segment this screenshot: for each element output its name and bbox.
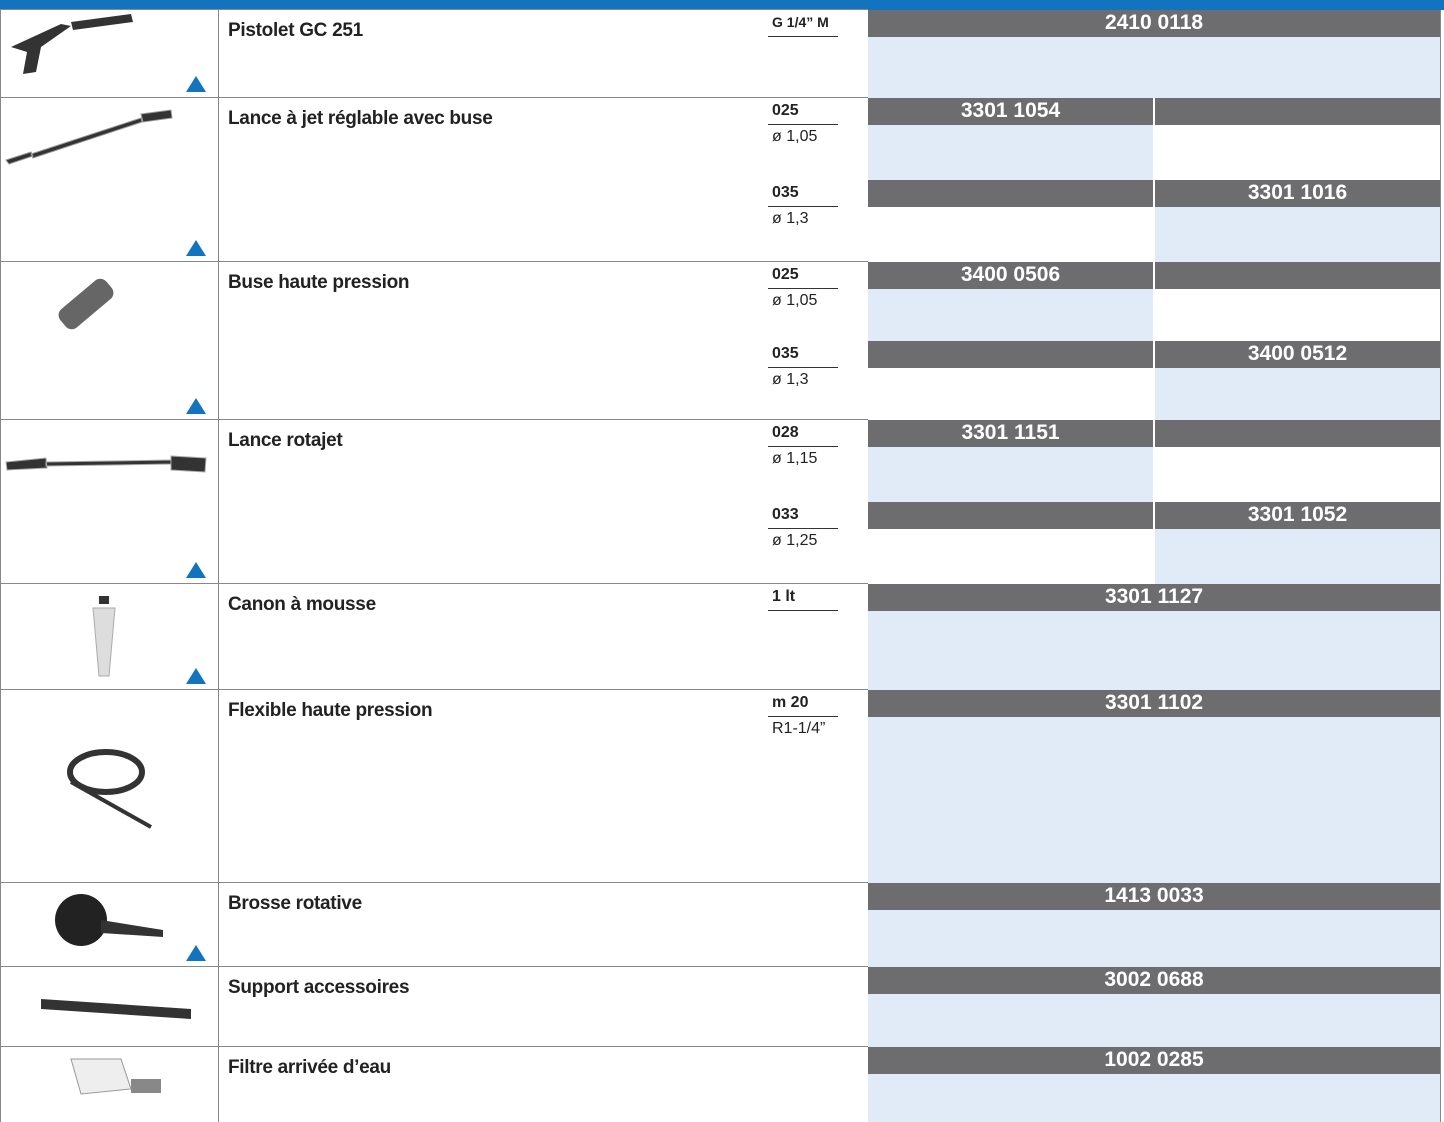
row-border	[0, 9, 868, 10]
code: 3301 1054	[960, 99, 1061, 122]
row-border	[0, 689, 868, 690]
spec-underline	[768, 528, 838, 529]
spec: 033	[772, 506, 799, 523]
row-border	[0, 97, 868, 98]
code: 3301 1016	[1247, 181, 1348, 204]
code-fill	[1155, 529, 1440, 584]
row-border	[0, 261, 868, 262]
code-fill	[868, 717, 1440, 883]
spec-underline	[768, 610, 838, 611]
code-fill	[868, 1074, 1440, 1122]
code: 3400 0512	[1247, 342, 1348, 365]
left-border	[0, 10, 1, 1122]
marker-triangle	[186, 240, 206, 256]
product-name: Support accessoires	[228, 977, 410, 998]
code-fill	[868, 994, 1440, 1047]
product-image	[11, 14, 133, 74]
spec-detail: R1-1/4”	[772, 720, 826, 737]
code-fill	[868, 910, 1440, 967]
product-name: Pistolet GC 251	[228, 20, 363, 41]
spec-underline	[768, 367, 838, 368]
right-border	[1440, 10, 1441, 1122]
product-name: Buse haute pression	[228, 272, 410, 293]
marker-triangle	[186, 562, 206, 578]
code-fill	[1155, 207, 1440, 262]
product-image	[67, 749, 152, 829]
row-border	[0, 1046, 868, 1047]
code-divider	[1153, 502, 1155, 529]
product-name: Flexible haute pression	[228, 700, 433, 721]
product-name: Filtre arrivée d’eau	[228, 1057, 391, 1078]
code-bar	[868, 883, 1440, 910]
product-image	[58, 278, 114, 330]
code-fill	[868, 289, 1153, 341]
spec-underline	[768, 36, 838, 37]
marker-triangle	[186, 945, 206, 961]
product-image	[41, 999, 191, 1019]
spec: 028	[772, 424, 799, 441]
product-name: Canon à mousse	[228, 594, 376, 615]
spec: 035	[772, 184, 799, 201]
marker-triangle	[186, 76, 206, 92]
code: 3002 0688	[1104, 968, 1204, 991]
spec-underline	[768, 288, 838, 289]
marker-triangle	[186, 668, 206, 684]
product-name: Lance rotajet	[228, 430, 343, 451]
top-band	[0, 0, 1444, 10]
code: 3400 0506	[960, 263, 1061, 286]
product-name: Brosse rotative	[228, 893, 362, 914]
code-bar	[868, 584, 1440, 611]
spec-underline	[768, 716, 838, 717]
product-image	[70, 1058, 161, 1095]
code-divider	[1153, 420, 1155, 447]
product-image	[55, 894, 163, 946]
product-name: Lance à jet réglable avec buse	[228, 108, 493, 129]
spec-detail: ø 1,3	[772, 210, 809, 227]
spec-detail: ø 1,15	[772, 450, 818, 467]
code: 3301 1151	[961, 421, 1060, 444]
spec: m 20	[772, 694, 809, 711]
column-border	[218, 10, 219, 1122]
code: 2410 0118	[1104, 11, 1204, 34]
code-fill	[1155, 368, 1440, 420]
code-divider	[1153, 341, 1155, 368]
spec-detail: ø 1,25	[772, 532, 818, 549]
row-border	[0, 882, 868, 883]
code-bar	[868, 967, 1440, 994]
code-divider	[1153, 98, 1155, 125]
spec-detail: ø 1,05	[772, 292, 818, 309]
spec-detail: ø 1,05	[772, 128, 818, 145]
code-fill	[868, 125, 1153, 180]
spec: 025	[772, 266, 799, 283]
product-image	[92, 596, 116, 677]
spec-detail: ø 1,3	[772, 371, 809, 388]
row-border	[0, 419, 868, 420]
spec: G 1/4” M	[772, 14, 829, 30]
spec: 1 lt	[772, 588, 796, 605]
code: 3301 1127	[1104, 585, 1204, 608]
product-image	[5, 455, 207, 473]
code: 1002 0285	[1104, 1048, 1204, 1071]
code-fill	[868, 37, 1440, 98]
marker-triangle	[186, 398, 206, 414]
code: 3301 1102	[1104, 691, 1204, 714]
code: 3301 1052	[1247, 503, 1348, 526]
code-fill	[868, 611, 1440, 690]
spec: 025	[772, 102, 799, 119]
code: 1413 0033	[1104, 884, 1204, 907]
code-bar	[868, 690, 1440, 717]
code-bar	[868, 1047, 1440, 1074]
spec-underline	[768, 446, 838, 447]
spec-underline	[768, 206, 838, 207]
spec: 035	[772, 345, 799, 362]
code-fill	[868, 447, 1153, 502]
row-border	[0, 583, 868, 584]
code-bar	[868, 10, 1440, 37]
code-divider	[1153, 180, 1155, 207]
product-image	[5, 109, 173, 165]
spec-underline	[768, 124, 838, 125]
code-divider	[1153, 262, 1155, 289]
row-border	[0, 966, 868, 967]
